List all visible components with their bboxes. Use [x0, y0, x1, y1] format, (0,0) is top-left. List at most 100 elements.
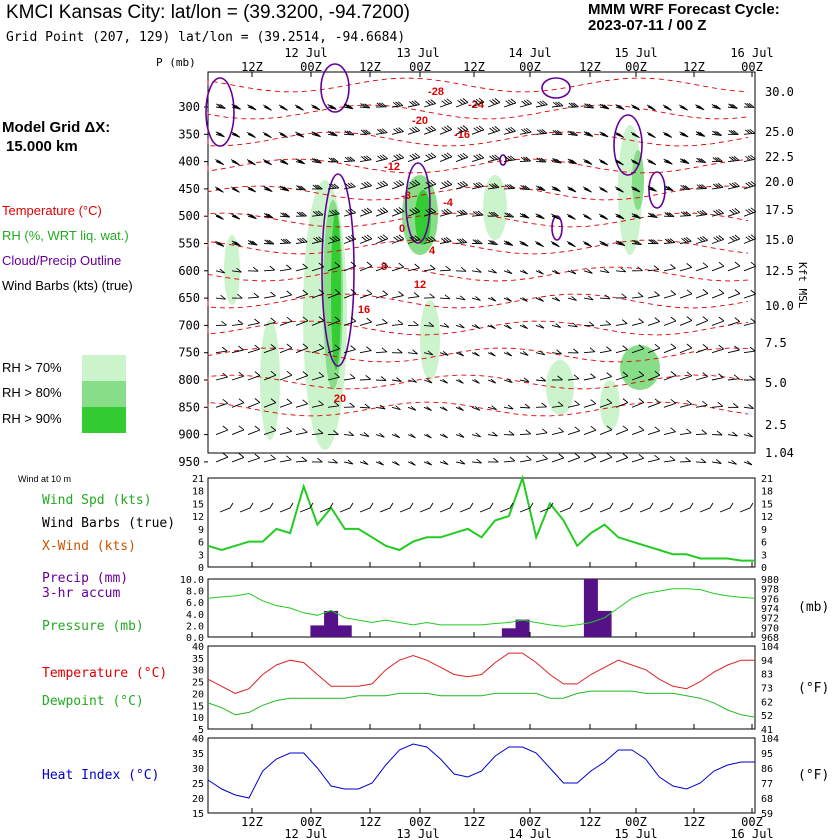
wind-barb-421: [423, 433, 432, 439]
wind-tick-l-4: 9: [198, 525, 204, 536]
unit-heat-f: (°F): [798, 768, 830, 783]
wind-barb-294: [567, 322, 578, 328]
wind-barb-227: [583, 269, 593, 274]
bottom-hour-2: 12Z: [359, 815, 381, 829]
wind-barb-30: [695, 104, 705, 111]
wind-barb-137: [231, 213, 241, 220]
wind-barb-329: [583, 347, 596, 354]
temp-panel-frame: [207, 645, 756, 730]
wind-barb-147: [391, 207, 405, 217]
wind-barb-348: [343, 373, 356, 381]
wind-barb-163: [647, 212, 658, 219]
wind-barb-282: [375, 318, 388, 326]
cloud-outline-6: [320, 63, 350, 113]
precip-bar-1: [324, 610, 339, 637]
temp-contour-10: [207, 347, 749, 363]
wind-barb-465: [583, 452, 597, 463]
wind-barb-278: [311, 316, 325, 326]
precip-bar-0: [310, 625, 325, 637]
wind-barb-265: [647, 291, 660, 299]
wind-barb-156: [535, 213, 545, 220]
wind-barb-165: [679, 211, 692, 217]
wind-barb-1: [231, 103, 241, 110]
wind-barb-354: [439, 378, 448, 384]
sfc-wind-barb-260: [259, 502, 274, 513]
pressure-tick-r-3: 974: [761, 604, 779, 615]
wind-barb-393: [519, 403, 531, 409]
wind-barb-184: [439, 237, 452, 244]
wind-barb-332: [631, 344, 645, 354]
wind-barb-117: [455, 181, 468, 190]
wind-barb-475: [743, 460, 753, 466]
wind-barb-269: [711, 288, 725, 299]
wind-barb-106: [279, 185, 290, 192]
wind-barb-170: [215, 240, 225, 247]
wind-barb-240: [247, 292, 260, 299]
wind-barb-197: [647, 239, 659, 245]
wind-barb-382: [343, 402, 355, 408]
wind-barb-145: [359, 207, 373, 217]
wind-barb-67: [743, 128, 756, 135]
wind-barb-43: [359, 129, 371, 135]
wind-barb-376: [247, 398, 261, 408]
wind-barb-112: [375, 180, 389, 190]
forecast-cycle-line2: 2023-07-11 / 00 Z: [588, 17, 707, 34]
dewpoint-line: [207, 690, 756, 718]
wind-barb-0: [215, 103, 226, 109]
wind-barb-443: [231, 453, 245, 463]
label-pressure: Pressure (mb): [42, 619, 144, 634]
wind-barb-153: [487, 211, 499, 217]
wind-barb-182: [407, 235, 421, 244]
wind-barb-290: [503, 324, 512, 330]
top-hour-2: 12Z: [359, 60, 381, 74]
wind-barb-373: [743, 375, 755, 381]
wind-barb-271: [743, 289, 757, 299]
wind-barb-454: [407, 460, 416, 466]
wind-barb-92: [599, 159, 608, 166]
wind-barb-14: [439, 98, 453, 108]
wind-barb-226: [567, 269, 577, 275]
bottom-date-1: 13 Jul: [396, 827, 439, 840]
wind-barb-80: [407, 152, 421, 163]
wind-barb-71: [263, 159, 272, 166]
wind-barb-423: [455, 433, 465, 438]
unit-temp-f: (°F): [798, 681, 830, 696]
wind-barb-64: [695, 131, 706, 137]
wind-barb-35: [231, 131, 241, 138]
wind-barb-195: [615, 240, 626, 247]
top-date-0: 12 Jul: [284, 46, 327, 60]
label-heat-index: Heat Index (°C): [42, 768, 160, 783]
sfc-wind-barb-560: [559, 502, 574, 513]
heat-tick-l-2: 30: [192, 764, 204, 775]
bottom-date-3: 15 Jul: [614, 827, 657, 840]
temp-f-tick-r-4: 62: [761, 697, 773, 708]
wind-barb-325: [519, 351, 529, 356]
top-hour-6: 12Z: [579, 60, 601, 74]
wind-tick-r-5: 6: [761, 538, 767, 549]
wind-barb-7: [327, 104, 337, 110]
bottom-hour-0: 12Z: [241, 815, 263, 829]
precip-tick-l-2: 6.0: [186, 598, 204, 609]
wind-barb-321: [455, 351, 464, 357]
top-hour-4: 12Z: [463, 60, 485, 74]
wind-barb-289: [487, 324, 496, 330]
wind-barb-29: [679, 104, 688, 111]
wind-barb-303: [711, 316, 725, 326]
sfc-wind-barb-380: [379, 502, 394, 513]
wind-barb-88: [535, 157, 547, 163]
height-label-10: 2.5: [765, 418, 787, 432]
wind-barb-270: [727, 289, 741, 299]
wind-barb-313: [327, 344, 341, 354]
sfc-wind-barb-340: [339, 502, 354, 513]
wind-barb-48: [439, 125, 453, 135]
wind-barb-244: [311, 289, 325, 299]
wind-barb-424: [471, 432, 481, 438]
wind-barb-469: [647, 454, 660, 463]
height-label-4: 17.5: [765, 203, 794, 217]
wind-barb-62: [663, 131, 673, 138]
cloud-outline-3: [613, 114, 643, 176]
wind-barb-262: [599, 294, 611, 300]
wind-barb-47: [423, 125, 437, 135]
wind-barb-383: [359, 403, 371, 409]
p-label-700: 700: [178, 318, 200, 332]
